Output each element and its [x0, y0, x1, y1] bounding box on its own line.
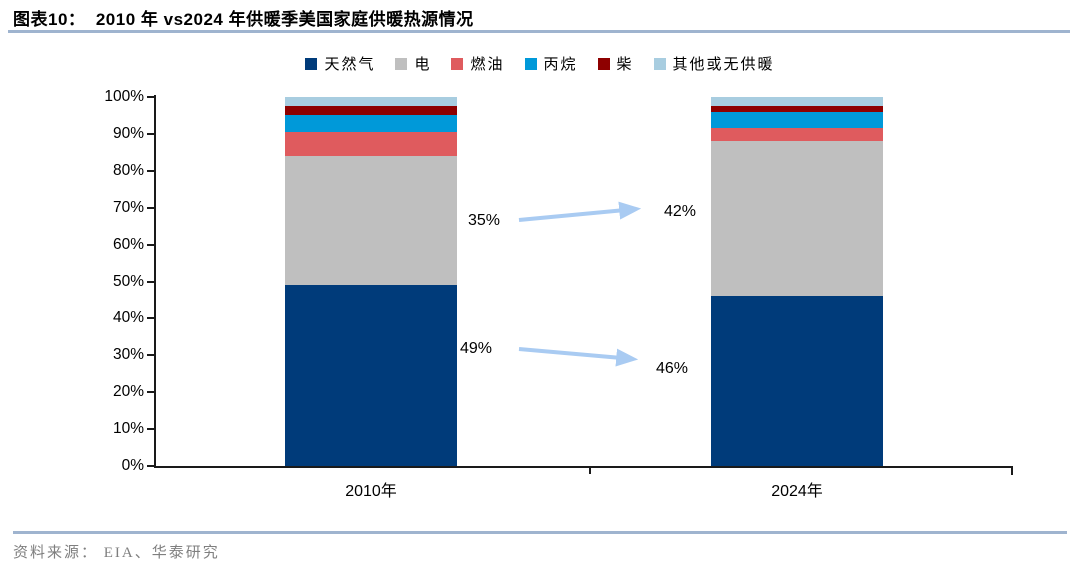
chart-title: 图表10： 2010 年 vs2024 年供暖季美国家庭供暖热源情况: [13, 10, 474, 29]
y-tick-mark: [147, 280, 154, 283]
legend-item: 电: [395, 53, 431, 74]
legend-label: 燃油: [470, 57, 505, 73]
legend-item: 其他或无供暖: [653, 53, 775, 74]
legend-label: 电: [414, 57, 432, 73]
y-tick-mark: [147, 465, 154, 467]
x-axis-end-tick: [1011, 466, 1013, 475]
legend-label: 天然气: [324, 57, 376, 73]
y-tick-label: 40%: [112, 309, 144, 327]
legend-item: 天然气: [305, 53, 375, 74]
legend-swatch-icon: [305, 57, 318, 70]
x-category-label: 2024年: [771, 483, 823, 500]
legend-swatch-icon: [524, 57, 537, 70]
x-category-label: 2010年: [345, 483, 397, 500]
legend-label: 其他或无供暖: [672, 57, 775, 73]
annotation-value-to: 42%: [664, 203, 697, 220]
bar-segment-天然气: [285, 285, 457, 466]
y-tick-label: 60%: [112, 235, 144, 253]
y-tick-mark: [147, 206, 154, 209]
y-tick-mark: [147, 132, 154, 135]
y-tick-label: 80%: [112, 161, 144, 179]
legend-swatch-icon: [653, 57, 666, 70]
y-tick-mark: [147, 243, 154, 246]
bar-segment-电: [285, 156, 457, 286]
y-tick-label: 30%: [112, 346, 144, 364]
source-note: 资料来源： EIA、华泰研究: [13, 545, 220, 561]
bar-segment-丙烷: [711, 111, 883, 129]
stacked-bar-2010年: [285, 97, 457, 466]
y-tick-mark: [147, 391, 154, 394]
bar-segment-燃油: [285, 132, 457, 157]
x-axis-line: [154, 466, 1013, 468]
x-axis-mid-tick: [589, 466, 591, 474]
annotation-value-from: 49%: [460, 340, 493, 357]
bar-segment-天然气: [711, 296, 883, 466]
legend-swatch-icon: [597, 57, 610, 70]
y-tick-label: 10%: [112, 420, 144, 438]
y-tick-mark: [147, 354, 154, 357]
annotation-value-to: 46%: [656, 360, 689, 377]
bar-segment-柴: [285, 106, 457, 116]
y-tick-mark: [147, 317, 154, 320]
legend-label: 丙烷: [543, 57, 578, 73]
y-tick-label: 90%: [112, 124, 144, 142]
bar-segment-柴: [711, 106, 883, 112]
y-axis-line: [154, 95, 156, 468]
bar-segment-燃油: [711, 128, 883, 142]
title-underline: [8, 30, 1070, 33]
y-tick-label: 20%: [112, 383, 144, 401]
legend-swatch-icon: [395, 57, 408, 70]
y-tick-label: 100%: [104, 88, 144, 105]
bar-segment-丙烷: [285, 115, 457, 133]
legend-label: 柴: [616, 57, 634, 73]
y-tick-mark: [147, 169, 154, 172]
plot-area: [156, 97, 1012, 466]
bar-segment-其他或无供暖: [285, 97, 457, 107]
bar-segment-其他或无供暖: [711, 97, 883, 107]
footer-separator: [13, 531, 1067, 534]
y-tick-label: 0%: [121, 457, 144, 474]
stacked-bar-2024年: [711, 97, 883, 466]
legend-swatch-icon: [451, 57, 464, 70]
legend: 天然气 电 燃油 丙烷 柴 其他或无供暖: [0, 53, 1080, 74]
y-tick-mark: [147, 428, 154, 431]
legend-item: 丙烷: [524, 53, 578, 74]
legend-item: 柴: [597, 53, 634, 74]
bar-segment-电: [711, 141, 883, 297]
legend-item: 燃油: [451, 53, 504, 74]
y-tick-mark: [147, 96, 154, 98]
annotation-value-from: 35%: [468, 212, 501, 229]
y-tick-label: 70%: [112, 198, 144, 216]
y-tick-label: 50%: [112, 272, 144, 290]
